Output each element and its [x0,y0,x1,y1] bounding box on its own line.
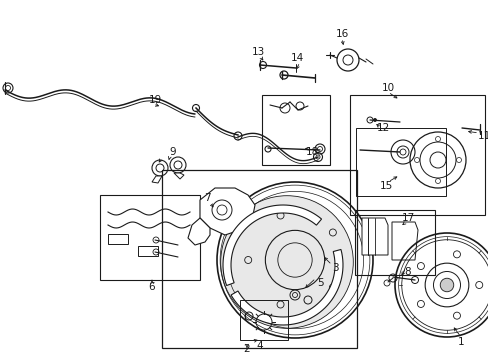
Text: 4: 4 [256,341,263,351]
Text: 8: 8 [404,267,410,277]
Polygon shape [391,222,417,260]
Polygon shape [187,218,209,245]
Polygon shape [200,188,254,235]
Circle shape [220,196,352,328]
Text: 18: 18 [305,147,318,157]
Text: 2: 2 [243,344,250,354]
Text: 13: 13 [251,47,264,57]
Text: 16: 16 [335,29,348,39]
Circle shape [439,278,453,292]
Circle shape [373,118,376,122]
Text: 6: 6 [148,282,155,292]
Bar [100,195,200,280]
Polygon shape [230,249,342,325]
Polygon shape [174,173,183,179]
Text: 19: 19 [148,95,162,105]
Text: 9: 9 [169,147,176,157]
Bar [349,95,484,215]
Text: 1: 1 [457,337,464,347]
Text: 5: 5 [316,278,323,288]
Text: 11: 11 [476,131,488,141]
Bar [354,210,434,275]
Bar [262,95,329,165]
Bar [138,246,158,256]
Polygon shape [152,176,162,183]
Text: 3: 3 [331,263,338,273]
Text: 12: 12 [376,123,389,133]
Bar [355,128,445,196]
Text: 14: 14 [290,53,303,63]
Polygon shape [361,218,387,255]
Text: 15: 15 [379,181,392,191]
Bar [108,234,128,244]
Text: 17: 17 [401,213,414,223]
Text: 10: 10 [381,83,394,93]
Text: 7: 7 [203,193,210,203]
Polygon shape [223,205,321,285]
Bar [240,300,287,340]
Bar [162,170,356,348]
